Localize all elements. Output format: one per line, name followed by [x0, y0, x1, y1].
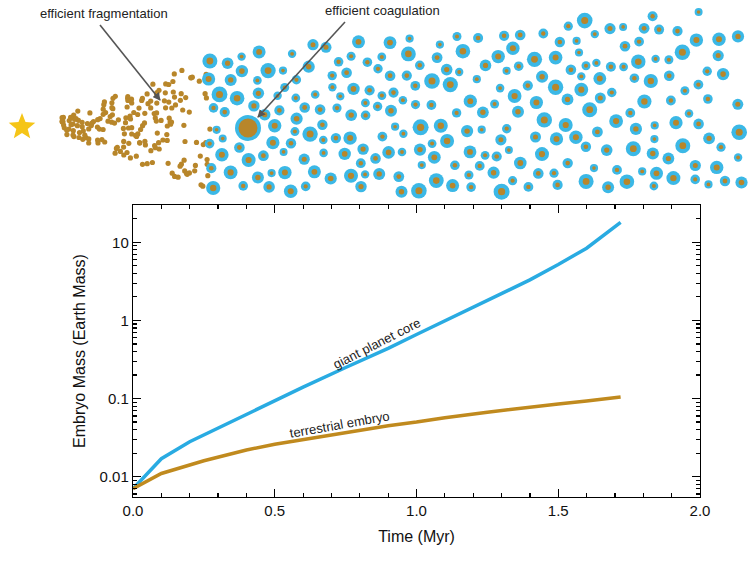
svg-text:0.5: 0.5 [264, 502, 285, 519]
svg-text:0.1: 0.1 [108, 390, 129, 407]
svg-text:0.0: 0.0 [123, 502, 144, 519]
svg-text:efficient coagulation: efficient coagulation [325, 3, 440, 18]
svg-text:0.01: 0.01 [100, 468, 129, 485]
svg-text:10: 10 [112, 234, 129, 251]
svg-text:terrestrial embryo: terrestrial embryo [289, 408, 391, 440]
svg-text:giant planet core: giant planet core [331, 315, 423, 372]
svg-text:1.0: 1.0 [406, 502, 427, 519]
svg-text:efficient fragmentation: efficient fragmentation [40, 6, 168, 21]
svg-text:1: 1 [120, 312, 128, 329]
svg-text:2.0: 2.0 [690, 502, 711, 519]
svg-text:Embryo Mass (Earth Mass): Embryo Mass (Earth Mass) [71, 254, 88, 448]
svg-text:1.5: 1.5 [548, 502, 569, 519]
svg-text:Time (Myr): Time (Myr) [378, 528, 455, 545]
